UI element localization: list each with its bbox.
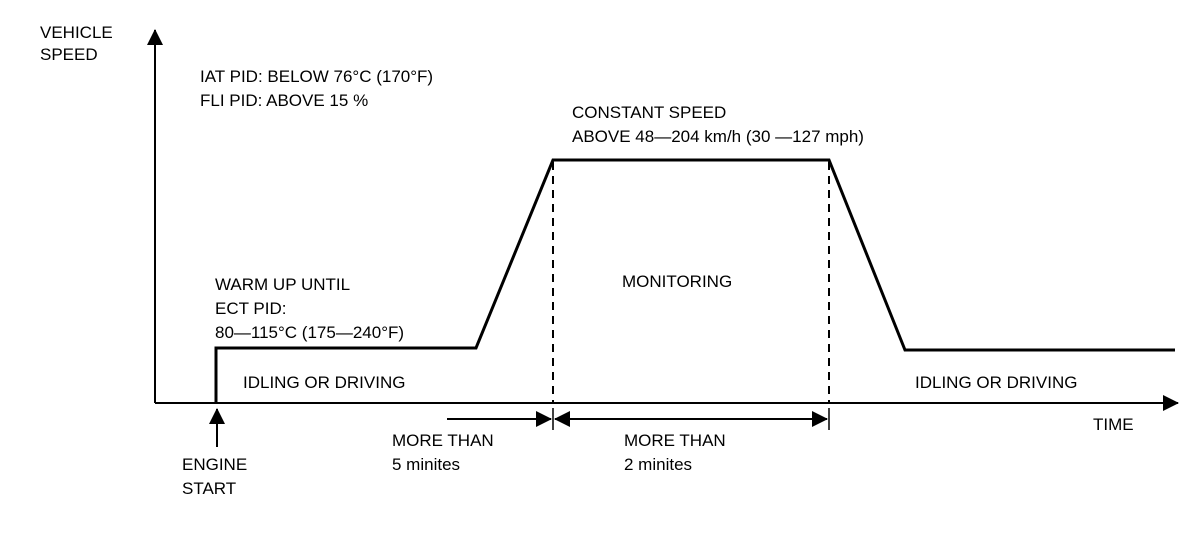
warm-up-label: WARM UP UNTIL xyxy=(215,275,350,294)
monitoring-label: MONITORING xyxy=(622,272,732,291)
engine-start-label: START xyxy=(182,479,236,498)
y-axis-label: SPEED xyxy=(40,45,98,64)
constant-speed-range: ABOVE 48—204 km/h (30 —127 mph) xyxy=(572,127,864,146)
duration-2-label: MORE THAN xyxy=(624,431,726,450)
engine-start-label: ENGINE xyxy=(182,455,247,474)
duration-1-value: 5 minites xyxy=(392,455,460,474)
speed-profile-line xyxy=(214,158,1175,403)
iat-condition: IAT PID: BELOW 76°C (170°F) xyxy=(200,67,433,86)
constant-speed-label: CONSTANT SPEED xyxy=(572,103,726,122)
duration-2-value: 2 minites xyxy=(624,455,692,474)
duration-1-label: MORE THAN xyxy=(392,431,494,450)
fli-condition: FLI PID: ABOVE 15 % xyxy=(200,91,368,110)
idling-left-label: IDLING OR DRIVING xyxy=(243,373,405,392)
warm-up-range: 80—115°C (175—240°F) xyxy=(215,323,404,342)
idling-right-label: IDLING OR DRIVING xyxy=(915,373,1077,392)
x-axis-label: TIME xyxy=(1093,415,1134,434)
y-axis-label: VEHICLE xyxy=(40,23,113,42)
warm-up-label: ECT PID: xyxy=(215,299,286,318)
